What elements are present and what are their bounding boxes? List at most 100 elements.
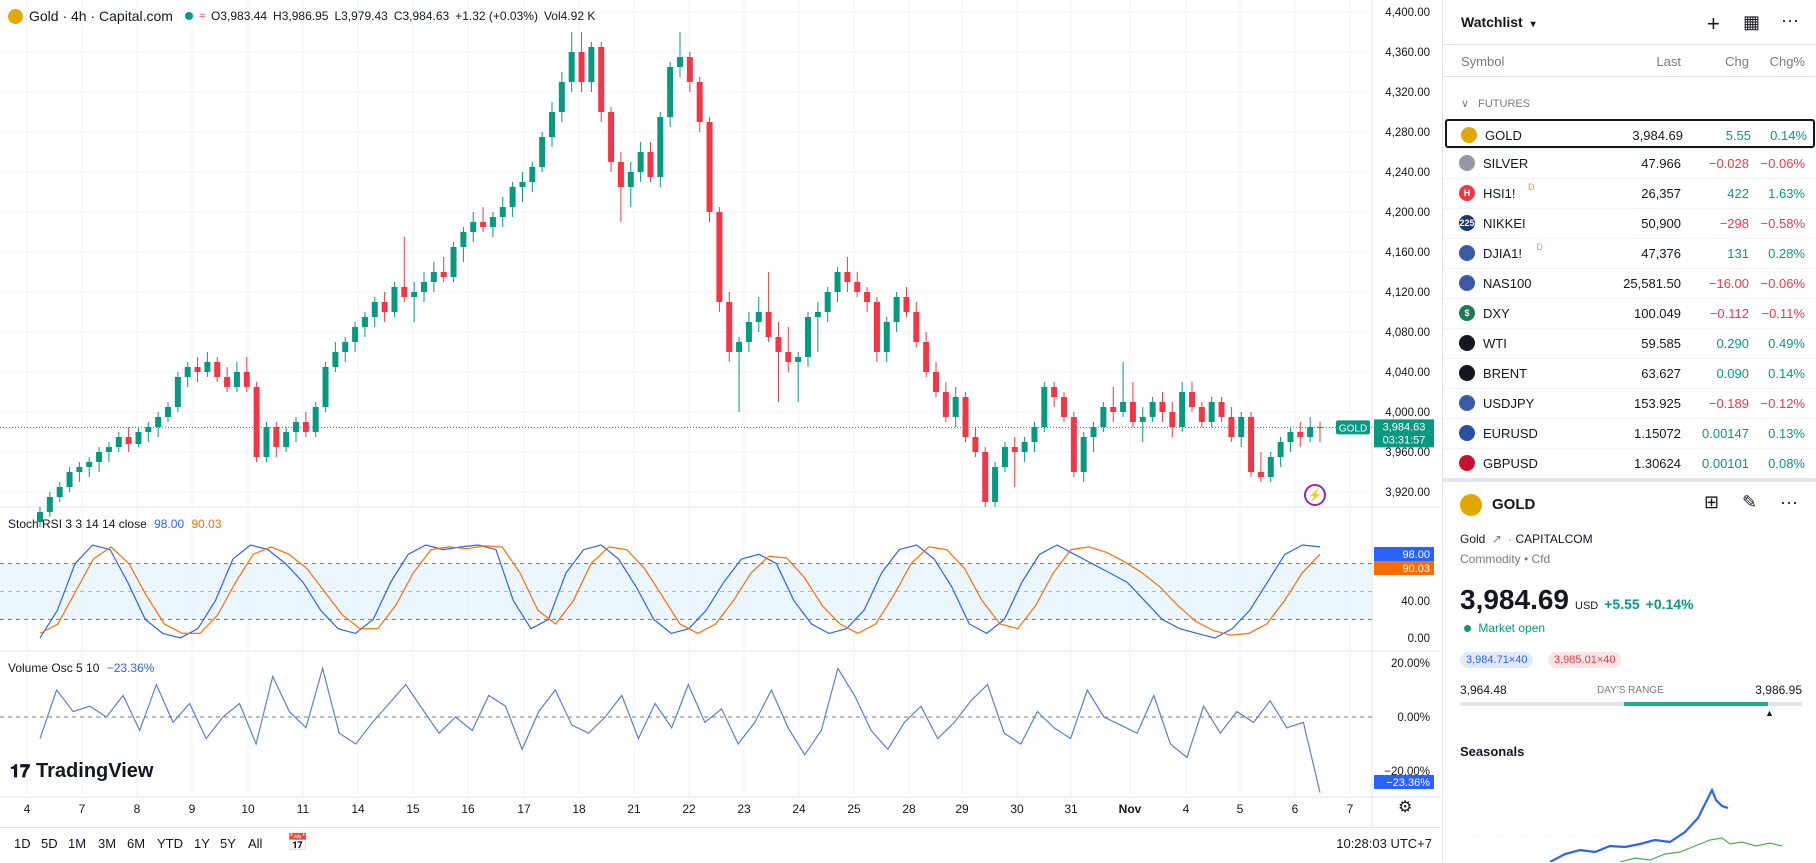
watchlist-row-wti[interactable]: WTI 59.585 0.290 0.49% <box>1445 329 1815 358</box>
candle-body <box>1001 447 1008 467</box>
candle-body <box>1110 407 1117 412</box>
x-axis-tick-label: 10 <box>241 802 255 816</box>
candle-body <box>214 362 221 377</box>
candle-body <box>1159 402 1166 412</box>
uk-flag-icon <box>1459 455 1475 471</box>
range-3m[interactable]: 3M <box>98 836 117 851</box>
us-flag-icon <box>1459 245 1475 261</box>
x-axis-tick-label: 15 <box>406 802 420 816</box>
tradingview-logo[interactable]: 𝟏𝟕 TradingView <box>10 760 153 783</box>
add-symbol-icon[interactable]: + <box>1707 11 1720 36</box>
price-tag-price: 3,984.63 <box>1383 421 1426 433</box>
range-ytd[interactable]: YTD <box>157 836 183 851</box>
col-chg[interactable]: Chg <box>1725 54 1749 69</box>
x-axis-tick-label: 30 <box>1010 802 1024 816</box>
chart-legend: Gold · 4h · Capital.com ≈ O3,983.44 H3,9… <box>8 8 595 24</box>
watchlist-row-hsi1[interactable]: H HSI1! D 26,357 422 1.63% <box>1445 179 1815 208</box>
more-options-icon[interactable]: ··· <box>1780 492 1798 512</box>
candle-body <box>805 317 811 357</box>
seasonals-title[interactable]: Seasonals <box>1460 744 1525 759</box>
col-symbol[interactable]: Symbol <box>1461 54 1505 69</box>
row-last: 25,581.50 <box>1623 276 1681 291</box>
chart-canvas[interactable]: 4 7 8 9 10 11 14 15 16 17 18 21 22 23 24 25 28 29 30 31 Nov 4… <box>0 0 1440 827</box>
stoch-k-tag-bg <box>1374 547 1434 561</box>
row-last: 1.30624 <box>1634 456 1681 471</box>
watchlist-row-usdjpy[interactable]: USDJPY 153.925 −0.189 −0.12% <box>1445 389 1815 418</box>
range-all[interactable]: All <box>248 836 263 851</box>
range-1y[interactable]: 1Y <box>194 836 210 851</box>
volosc-legend[interactable]: Volume Osc 5 10 −23.36% <box>8 661 154 675</box>
more-options-icon[interactable]: ··· <box>1781 10 1799 30</box>
candle-body <box>1198 407 1205 422</box>
candle-body <box>184 367 191 377</box>
stoch-axis-label: 0.00 <box>1408 633 1430 645</box>
range-1m[interactable]: 1M <box>68 836 87 851</box>
advanced-view-icon[interactable]: ▦ <box>1743 12 1761 32</box>
row-last: 50,900 <box>1641 216 1681 231</box>
candle-body <box>155 417 162 427</box>
stoch-k-tag: 98.00 <box>1402 549 1430 561</box>
x-axis-tick-label: 21 <box>627 802 641 816</box>
watchlist-row-gbpusd[interactable]: GBPUSD 1.30624 0.00101 0.08% <box>1445 449 1815 478</box>
range-6m[interactable]: 6M <box>127 836 146 851</box>
section-futures[interactable]: ∨ FUTURES <box>1461 97 1530 110</box>
market-open-dot <box>1464 625 1471 632</box>
row-last: 100.049 <box>1634 306 1681 321</box>
col-chgp[interactable]: Chg% <box>1769 54 1805 69</box>
candle-body <box>96 452 103 462</box>
detail-exchange[interactable]: CAPITALCOM <box>1515 532 1593 546</box>
watchlist-title[interactable]: Watchlist ▾ <box>1461 14 1536 30</box>
oil-drop-icon <box>1459 335 1475 351</box>
watchlist-row-nikkei[interactable]: 225 NIKKEI 50,900 −298 −0.58% <box>1445 209 1815 238</box>
stoch-title: Stoch RSI 3 3 14 14 close <box>8 517 147 531</box>
row-chg: 5.55 <box>1725 128 1751 143</box>
candle-body <box>677 57 683 67</box>
stoch-d-tag-bg <box>1374 561 1434 575</box>
grid-view-icon[interactable]: ⊞ <box>1704 492 1720 512</box>
x-axis-tick-label: 24 <box>792 802 806 816</box>
market-status-text: Market open <box>1478 621 1546 635</box>
row-chgp: 0.14% <box>1768 366 1805 381</box>
row-chg: 0.090 <box>1716 366 1749 381</box>
chart-area[interactable]: 4 7 8 9 10 11 14 15 16 17 18 21 22 23 24 25 28 29 30 31 Nov 4… <box>0 0 1440 863</box>
watchlist-title-text: Watchlist <box>1461 14 1523 30</box>
date-range-calendar-icon[interactable]: 📅 <box>287 833 309 852</box>
settings-gear-icon[interactable]: ⚙ <box>1398 799 1413 816</box>
candle-body <box>1090 427 1097 437</box>
candle-body <box>243 372 250 387</box>
watchlist-row-gold[interactable]: GOLD 3,984.69 5.55 0.14% <box>1445 119 1815 148</box>
x-axis-tick-label: 4 <box>24 802 31 816</box>
seasonals-chart[interactable] <box>1460 766 1800 862</box>
watchlist-row-nas100[interactable]: NAS100 25,581.50 −16.00 −0.06% <box>1445 269 1815 298</box>
candle-body <box>76 467 83 472</box>
range-1d[interactable]: 1D <box>14 836 31 851</box>
edit-note-icon[interactable]: ✎ <box>1742 492 1758 512</box>
us-flag-icon <box>1459 395 1475 411</box>
candle-body <box>686 57 693 82</box>
volosc-axis-label: 0.00% <box>1397 712 1430 724</box>
lightning-icon[interactable]: ⚡ <box>1304 484 1326 506</box>
row-symbol: NIKKEI <box>1483 216 1526 231</box>
candle-body <box>923 342 930 372</box>
clock-readout[interactable]: 10:28:03 UTC+7 <box>1336 836 1432 851</box>
watchlist-row-djia1[interactable]: DJIA1! D 47,376 131 0.28% <box>1445 239 1815 268</box>
range-5d[interactable]: 5D <box>41 836 58 851</box>
candle-body <box>1149 402 1156 417</box>
candle-body <box>312 407 319 432</box>
watchlist-row-dxy[interactable]: $ DXY 100.049 −0.112 −0.11% <box>1445 299 1815 328</box>
legend-open: O3,983.44 <box>211 9 268 23</box>
watchlist-row-eurusd[interactable]: EURUSD 1.15072 0.00147 0.13% <box>1445 419 1815 448</box>
legend-volume: Vol4.92 K <box>543 9 596 23</box>
candle-body <box>667 67 674 117</box>
candle-body <box>489 217 496 227</box>
range-5y[interactable]: 5Y <box>220 836 236 851</box>
stoch-legend[interactable]: Stoch RSI 3 3 14 14 close 98.00 90.03 <box>8 517 222 531</box>
external-link-icon[interactable]: ↗ <box>1491 532 1502 546</box>
detail-symbol[interactable]: GOLD <box>1492 496 1536 513</box>
symbol-title[interactable]: Gold · 4h · Capital.com <box>29 8 173 24</box>
col-last[interactable]: Last <box>1656 54 1681 69</box>
candle-body <box>992 467 999 502</box>
watchlist-row-silver[interactable]: SILVER 47.966 −0.028 −0.06% <box>1445 149 1815 178</box>
detail-name[interactable]: Gold <box>1460 532 1486 546</box>
watchlist-row-brent[interactable]: BRENT 63.627 0.090 0.14% <box>1445 359 1815 388</box>
